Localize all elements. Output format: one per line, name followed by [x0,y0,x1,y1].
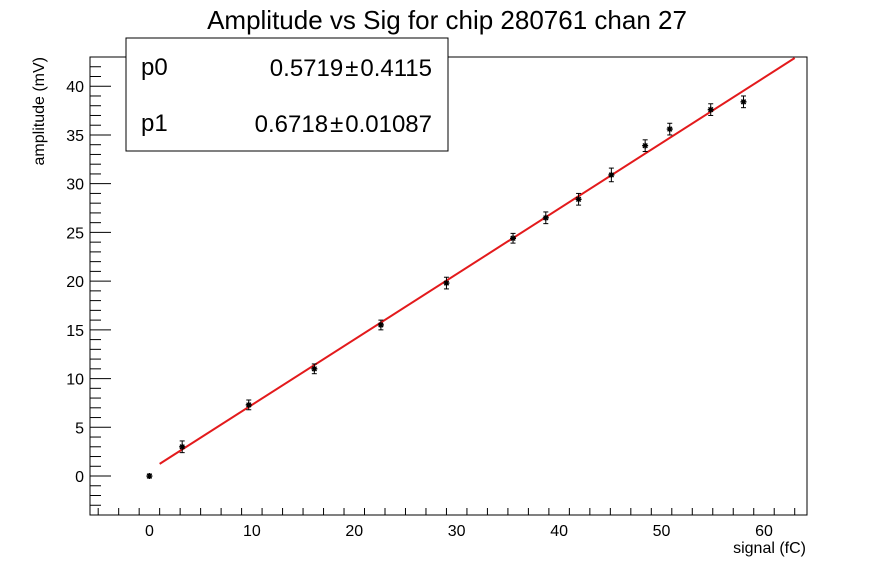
x-axis: 0 10 20 30 40 50 60 [97,508,796,540]
point-marker [542,214,549,221]
y-tick-label: 5 [75,420,84,437]
y-tick-label: 30 [66,177,84,194]
x-tick-label: 20 [345,523,363,540]
data-point [179,440,186,454]
point-marker [740,98,747,105]
y-tick-label: 20 [66,274,84,291]
stat-p1-number: 0.6718 [255,111,328,138]
data-point [707,103,714,116]
point-marker [179,443,186,450]
point-marker [608,171,615,178]
x-tick-label: 60 [755,523,773,540]
fit-line-group [159,57,796,465]
stat-p1-name: p1 [141,110,168,137]
y-tick-label: 10 [66,372,84,389]
point-marker [707,106,714,113]
data-point [311,363,318,375]
x-axis-label: signal (fC) [733,540,806,557]
stat-p0-name: p0 [141,54,168,81]
data-point [377,319,384,331]
stat-p1-value: 0.6718±0.01087 [255,111,432,138]
data-point [642,139,649,153]
data-point [542,211,549,225]
data-points [146,95,747,480]
data-point [443,276,450,290]
stat-p1-error: 0.01087 [345,111,432,138]
point-marker [666,126,673,133]
point-marker [377,321,384,328]
stats-box: p0 0.5719±0.4115 p1 0.6718±0.01087 [125,37,449,152]
y-tick-label: 40 [66,79,84,96]
point-marker [443,280,450,287]
y-tick-label: 25 [66,225,84,242]
y-axis-label: amplitude (mV) [31,57,48,165]
data-point [146,473,153,480]
chart-title: Amplitude vs Sig for chip 280761 chan 27 [207,5,687,35]
data-point [740,95,747,109]
y-axis: 0 5 10 15 20 25 30 35 40 [66,56,111,516]
point-marker [642,142,649,149]
stats-box-frame [125,37,449,152]
stat-p0-pm: ± [345,55,358,82]
data-point [666,122,673,136]
stat-p1-pm: ± [330,111,343,138]
x-tick-label: 50 [653,523,671,540]
point-marker [311,365,318,372]
x-tick-label: 0 [145,523,154,540]
point-marker [575,196,582,203]
y-tick-label: 35 [66,128,84,145]
point-marker [146,473,153,480]
point-marker [510,235,517,242]
point-marker [245,401,252,408]
y-tick-label: 15 [66,323,84,340]
x-tick-label: 30 [448,523,466,540]
data-point [575,192,582,206]
stat-p0-value: 0.5719±0.4115 [270,55,432,82]
data-point [510,232,517,244]
data-point [608,167,615,183]
y-tick-label: 0 [75,469,84,486]
data-point [245,399,252,411]
stat-p0-error: 0.4115 [360,55,432,82]
x-tick-label: 40 [550,523,568,540]
fit-line [159,57,796,465]
stat-p0-number: 0.5719 [270,55,343,82]
x-tick-label: 10 [243,523,261,540]
